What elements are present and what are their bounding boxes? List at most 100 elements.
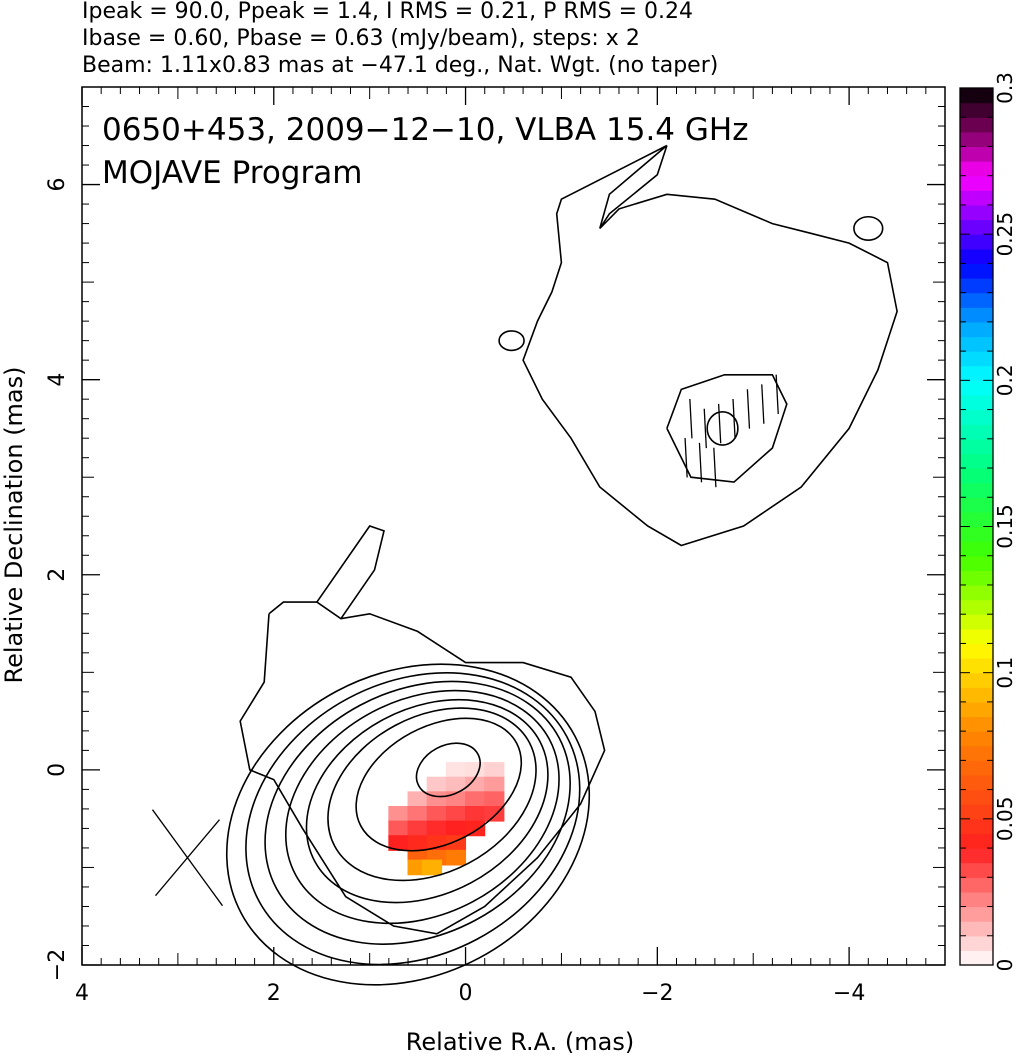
y-tick-label: −2: [45, 949, 70, 981]
polarization-vector: [713, 447, 717, 488]
polarization-pixel: [407, 820, 428, 837]
colorbar-tick-label: 0.1: [993, 657, 1017, 689]
colorbar-step: [960, 658, 993, 674]
contour-line: [498, 330, 525, 352]
contour-line: [415, 742, 481, 798]
contour-line: [239, 601, 606, 935]
contour-line: [522, 144, 898, 547]
x-tick-label: 0: [459, 981, 473, 1006]
colorbar-step: [960, 935, 993, 951]
y-tick-label: 2: [45, 568, 70, 582]
contour-line: [666, 374, 788, 483]
x-axis-label: Relative R.A. (mas): [406, 1028, 634, 1056]
colorbar-step: [960, 526, 993, 542]
colorbar-step: [960, 599, 993, 615]
polarization-pixel: [388, 805, 409, 822]
contour-line: [706, 411, 739, 446]
plot-frame: [81, 86, 946, 966]
colorbar-step: [960, 321, 993, 338]
contour-line: [284, 689, 560, 925]
polarization-pixel: [484, 762, 505, 778]
colorbar-step: [960, 161, 993, 177]
colorbar-step: [960, 336, 993, 352]
plot-title-line-1: 0650+453, 2009−12−10, VLBA 15.4 GHz: [102, 112, 748, 148]
polarization-pixel: [426, 776, 447, 793]
colorbar-step: [960, 365, 993, 381]
beam-minor-axis: [154, 819, 220, 897]
polarization-pixel: [445, 762, 467, 778]
colorbar-step: [960, 409, 993, 425]
y-tick-label: 6: [45, 178, 70, 192]
colorbar-tick-label: 0.15: [993, 504, 1017, 549]
polarization-pixel: [484, 805, 505, 822]
colorbar-step: [960, 497, 993, 513]
contour-line: [245, 672, 581, 966]
colorbar-step: [960, 672, 993, 688]
colorbar-step: [960, 88, 993, 104]
polarization-vector: [761, 384, 765, 424]
colorbar-step: [960, 745, 993, 761]
colorbar-tick-label: 0.05: [993, 797, 1017, 842]
plot-title-line-2: MOJAVE Program: [102, 155, 362, 191]
colorbar-step: [960, 468, 993, 484]
colorbar-step: [960, 190, 993, 206]
polarization-pixel: [421, 859, 443, 876]
colorbar-step: [960, 394, 993, 411]
polarization-pixel: [465, 776, 486, 793]
colorbar-step: [960, 731, 993, 747]
colorbar-step: [960, 760, 993, 776]
colorbar-step: [960, 862, 993, 878]
colorbar-step: [960, 131, 993, 148]
polarization-pixel: [388, 835, 409, 851]
colorbar-step: [960, 789, 993, 805]
colorbar-step: [960, 541, 993, 557]
colorbar-step: [960, 175, 993, 191]
y-axis-label: Relative Declination (mas): [0, 366, 28, 683]
colorbar-step: [960, 482, 993, 498]
colorbar-step: [960, 891, 993, 908]
colorbar-step: [960, 453, 993, 469]
polarization-vector: [775, 374, 779, 415]
colorbar-step: [960, 818, 993, 835]
colorbar-step: [960, 833, 993, 849]
colorbar-step: [960, 351, 993, 367]
colorbar-step: [960, 102, 993, 118]
colorbar-step: [960, 511, 993, 528]
polarization-pixel: [445, 849, 467, 866]
colorbar-step: [960, 380, 993, 396]
colorbar: 0 0.05 0.1 0.15 0.2 0.25 0.3: [959, 72, 1017, 972]
colorbar-step: [960, 701, 993, 718]
polarization-pixel: [465, 762, 486, 778]
colorbar-step: [960, 424, 993, 440]
colorbar-step: [960, 146, 993, 162]
colorbar-step: [960, 307, 993, 323]
polarization-vector: [732, 398, 736, 439]
polarization-pixel: [426, 805, 447, 822]
contour-line: [264, 680, 571, 945]
contour-line: [305, 698, 549, 904]
header-line-1: Ipeak = 90.0, Ppeak = 1.4, I RMS = 0.21,…: [82, 0, 693, 24]
polarization-pixel: [484, 791, 505, 807]
polarization-pixel: [445, 820, 467, 837]
polarization-vector: [689, 398, 693, 439]
colorbar-step: [960, 774, 993, 791]
contour-line: [853, 215, 884, 241]
colorbar-step: [960, 687, 993, 703]
colorbar-step: [960, 438, 993, 455]
colorbar-tick-label: 0.25: [993, 212, 1017, 257]
colorbar-step: [960, 117, 993, 133]
contour-line: [327, 707, 537, 882]
contour-line: [225, 663, 591, 986]
polarization-pixel: [407, 791, 428, 807]
colorbar-step: [960, 877, 993, 893]
polarization-pixel: [484, 776, 505, 793]
polarization-pixel: [445, 776, 467, 793]
colorbar-tick-label: 0: [993, 959, 1017, 972]
polarization-vector: [703, 408, 707, 449]
contour-line: [355, 717, 523, 852]
polarization-pixel: [388, 820, 409, 837]
colorbar-step: [960, 716, 993, 732]
header-line-2: Ibase = 0.60, Pbase = 0.63 (mJy/beam), s…: [82, 26, 640, 51]
colorbar-step: [960, 906, 993, 922]
